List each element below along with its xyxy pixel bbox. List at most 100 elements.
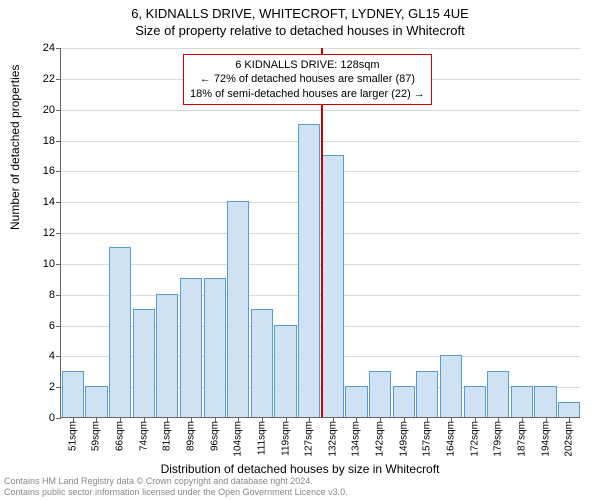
x-tick-label: 104sqm (233, 421, 244, 457)
x-tick-mark (309, 417, 310, 422)
bar (440, 355, 462, 417)
x-tick-label: 132sqm (327, 421, 338, 457)
y-tick-label: 20 (43, 104, 55, 116)
chart-container: 6, KIDNALLS DRIVE, WHITECROFT, LYDNEY, G… (0, 0, 600, 500)
x-tick-label: 164sqm (446, 421, 457, 457)
x-tick-mark (262, 417, 263, 422)
bar (85, 386, 107, 417)
x-tick-mark (286, 417, 287, 422)
bar (180, 278, 202, 417)
x-tick-label: 134sqm (351, 421, 362, 457)
bar (62, 371, 84, 417)
x-tick-mark (96, 417, 97, 422)
annotation-line: ← 72% of detached houses are smaller (87… (190, 72, 425, 86)
x-axis-label: Distribution of detached houses by size … (0, 462, 600, 476)
chart-title: 6, KIDNALLS DRIVE, WHITECROFT, LYDNEY, G… (0, 6, 600, 21)
x-tick-mark (522, 417, 523, 422)
y-tick-mark (56, 418, 61, 419)
y-tick-mark (56, 48, 61, 49)
x-tick-label: 119sqm (280, 421, 291, 456)
bar (487, 371, 509, 417)
bar (109, 247, 131, 417)
y-tick-mark (56, 141, 61, 142)
y-tick-mark (56, 110, 61, 111)
x-tick-label: 157sqm (422, 421, 433, 457)
x-tick-mark (380, 417, 381, 422)
y-tick-mark (56, 326, 61, 327)
footer-attribution: Contains HM Land Registry data © Crown c… (4, 476, 348, 498)
y-tick-mark (56, 264, 61, 265)
plot-area: 02468101214161820222451sqm59sqm66sqm74sq… (60, 48, 580, 418)
y-tick-mark (56, 387, 61, 388)
x-tick-mark (144, 417, 145, 422)
chart-subtitle: Size of property relative to detached ho… (0, 23, 600, 38)
x-tick-label: 172sqm (469, 421, 480, 457)
x-tick-label: 111sqm (256, 421, 267, 455)
x-tick-mark (215, 417, 216, 422)
x-tick-label: 96sqm (209, 421, 220, 451)
bar (274, 325, 296, 418)
bar (251, 309, 273, 417)
bar (393, 386, 415, 417)
y-tick-mark (56, 171, 61, 172)
x-tick-mark (167, 417, 168, 422)
x-tick-mark (404, 417, 405, 422)
x-tick-mark (427, 417, 428, 422)
x-tick-label: 149sqm (398, 421, 409, 457)
y-tick-label: 14 (43, 196, 55, 208)
bar (416, 371, 438, 417)
x-tick-mark (498, 417, 499, 422)
x-tick-label: 194sqm (540, 421, 551, 457)
bar (133, 309, 155, 417)
x-tick-label: 59sqm (91, 421, 102, 451)
y-axis-label: Number of detached properties (8, 65, 22, 230)
bar (369, 371, 391, 417)
footer-line2: Contains public sector information licen… (4, 487, 348, 498)
bar (298, 124, 320, 417)
x-tick-mark (73, 417, 74, 422)
bar (534, 386, 556, 417)
y-tick-label: 24 (43, 42, 55, 54)
y-tick-mark (56, 79, 61, 80)
x-tick-mark (546, 417, 547, 422)
x-tick-label: 81sqm (162, 421, 173, 451)
x-tick-label: 202sqm (564, 421, 575, 457)
x-tick-mark (191, 417, 192, 422)
x-tick-label: 127sqm (304, 421, 315, 457)
bar (464, 386, 486, 417)
annotation-line: 18% of semi-detached houses are larger (… (190, 87, 425, 101)
y-tick-label: 8 (49, 289, 55, 301)
y-tick-label: 12 (43, 227, 55, 239)
x-tick-label: 66sqm (115, 421, 126, 451)
x-tick-mark (356, 417, 357, 422)
y-tick-mark (56, 233, 61, 234)
x-tick-label: 179sqm (493, 421, 504, 457)
y-tick-label: 2 (49, 381, 55, 393)
x-tick-label: 89sqm (186, 421, 197, 451)
x-tick-mark (475, 417, 476, 422)
x-tick-label: 74sqm (138, 421, 149, 451)
y-tick-label: 22 (43, 73, 55, 85)
y-tick-label: 0 (49, 412, 55, 424)
y-tick-mark (56, 202, 61, 203)
bar (558, 402, 580, 417)
bar (204, 278, 226, 417)
annotation-line: 6 KIDNALLS DRIVE: 128sqm (190, 58, 425, 72)
y-tick-label: 6 (49, 320, 55, 332)
annotation-box: 6 KIDNALLS DRIVE: 128sqm← 72% of detache… (183, 54, 432, 105)
y-tick-mark (56, 356, 61, 357)
y-tick-label: 18 (43, 135, 55, 147)
footer-line1: Contains HM Land Registry data © Crown c… (4, 476, 348, 487)
y-tick-mark (56, 295, 61, 296)
bar (511, 386, 533, 417)
bar (156, 294, 178, 417)
x-tick-mark (238, 417, 239, 422)
x-tick-mark (333, 417, 334, 422)
x-tick-label: 142sqm (375, 421, 386, 457)
x-tick-mark (451, 417, 452, 422)
bar (345, 386, 367, 417)
x-tick-mark (569, 417, 570, 422)
x-tick-mark (120, 417, 121, 422)
bar (227, 201, 249, 417)
x-tick-label: 51sqm (67, 421, 78, 451)
